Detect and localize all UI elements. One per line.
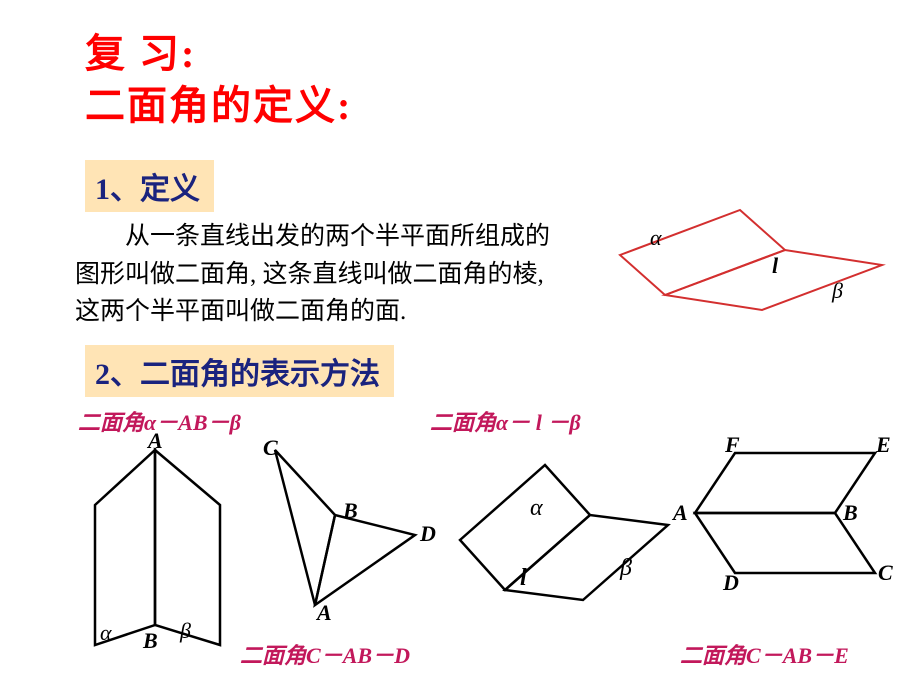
d4-b: E xyxy=(834,643,849,668)
d3-dash2: － xyxy=(547,410,569,435)
title-block: 复 习: 二面角的定义: xyxy=(85,28,352,132)
fig4-E: E xyxy=(876,432,891,458)
fig1-left-plane xyxy=(95,450,155,645)
fig2-D: D xyxy=(420,521,436,547)
fig4-A: A xyxy=(673,500,688,526)
section-2-text: 二面角的表示方法 xyxy=(140,358,380,391)
fig3-plane-beta xyxy=(505,515,668,600)
fig1-beta: β xyxy=(180,618,191,644)
fig2-A: A xyxy=(317,600,332,626)
title-line-1: 复 习: xyxy=(85,28,352,80)
title-line-2: 二面角的定义: xyxy=(85,80,352,132)
fig4-C: C xyxy=(878,560,893,586)
d4-dash1: － xyxy=(761,643,783,668)
section-1-num: 1、 xyxy=(95,173,140,206)
fig3-l: l xyxy=(520,565,527,592)
top-alpha-label: α xyxy=(650,225,662,251)
top-edge-label: l xyxy=(772,253,778,279)
definition-paragraph: 从一条直线出发的两个半平面所组成的图形叫做二面角, 这条直线叫做二面角的棱,这两… xyxy=(75,218,555,331)
d4-mid: AB xyxy=(783,643,812,668)
d1-mid: AB xyxy=(178,410,207,435)
fig3-beta: β xyxy=(620,555,632,582)
section-1-text: 定义 xyxy=(140,173,200,206)
section-2-heading: 2、二面角的表示方法 xyxy=(85,345,394,397)
d3-prefix: 二面角 xyxy=(430,410,496,435)
d3-dash1: － xyxy=(508,410,530,435)
d3-a: α xyxy=(496,410,508,435)
figure-2 xyxy=(240,435,440,625)
section-2-num: 2、 xyxy=(95,358,140,391)
d3-b: β xyxy=(569,410,580,435)
top-beta-label: β xyxy=(832,278,843,304)
label-d4: 二面角C－AB－E xyxy=(680,638,849,670)
label-d3: 二面角α－ l －β xyxy=(430,405,581,437)
d4-prefix: 二面角 xyxy=(680,643,746,668)
d3-mid: l xyxy=(530,410,547,435)
top-dihedral-diagram xyxy=(590,195,890,335)
d1-b: β xyxy=(230,410,241,435)
fig1-B: B xyxy=(143,628,158,654)
fig2-tri-ABD xyxy=(315,515,415,605)
fig2-C: C xyxy=(263,435,278,461)
plane-alpha xyxy=(620,210,785,295)
label-d2: 二面角C－AB－D xyxy=(240,638,410,670)
d4-dash2: － xyxy=(812,643,834,668)
fig2-B: B xyxy=(343,498,358,524)
d2-a: C xyxy=(306,643,321,668)
d1-dash2: － xyxy=(208,410,230,435)
d1-prefix: 二面角 xyxy=(78,410,144,435)
fig4-F: F xyxy=(725,432,740,458)
d2-mid: AB xyxy=(343,643,372,668)
fig1-right-plane xyxy=(155,450,220,645)
fig3-alpha: α xyxy=(530,495,543,522)
d2-dash1: － xyxy=(321,643,343,668)
d4-a: C xyxy=(746,643,761,668)
fig2-tri-ABC xyxy=(275,450,335,605)
figure-3 xyxy=(440,445,680,615)
figure-4 xyxy=(680,438,900,618)
d2-prefix: 二面角 xyxy=(240,643,306,668)
d2-dash2: － xyxy=(372,643,394,668)
d2-b: D xyxy=(394,643,410,668)
fig1-alpha: α xyxy=(100,620,112,646)
fig4-D: D xyxy=(723,570,739,596)
section-1-heading: 1、定义 xyxy=(85,160,214,212)
fig4-B: B xyxy=(843,500,858,526)
fig1-A: A xyxy=(148,428,163,454)
